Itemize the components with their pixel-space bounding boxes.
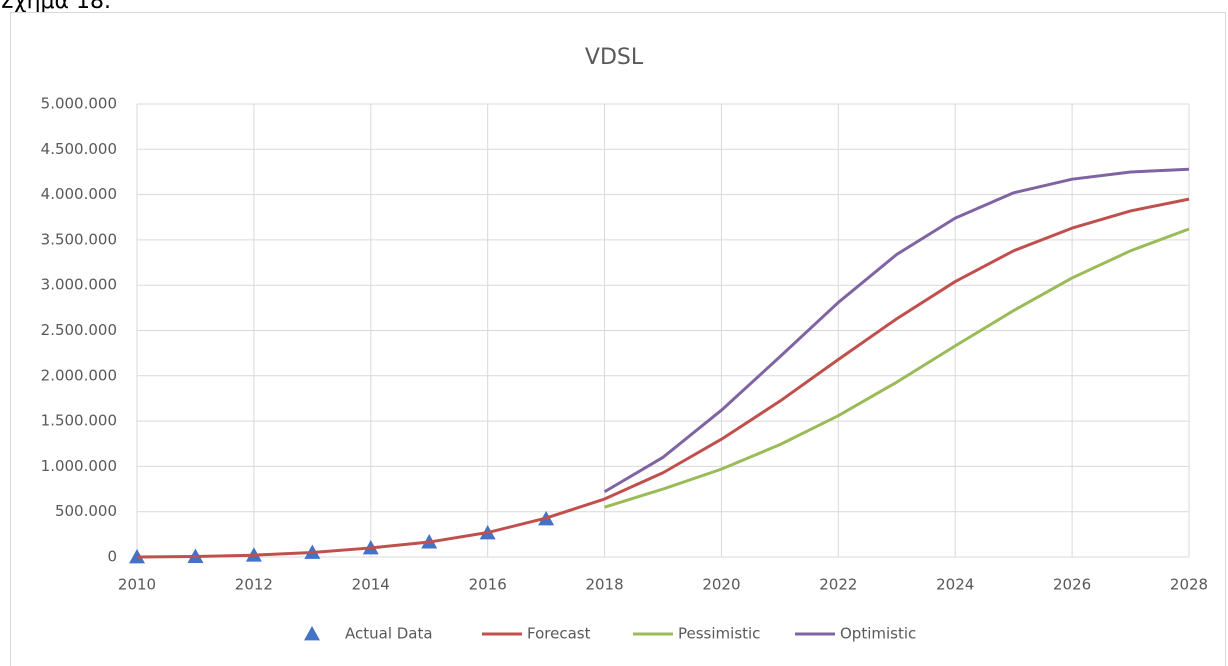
x-tick-label: 2010 xyxy=(118,576,156,594)
legend-label: Optimistic xyxy=(840,625,916,643)
x-tick-label: 2016 xyxy=(469,576,507,594)
y-tick-label: 1.000.000 xyxy=(41,457,117,475)
y-tick-label: 0 xyxy=(107,548,117,566)
series-line xyxy=(604,227,1190,509)
y-tick-label: 1.500.000 xyxy=(41,412,117,430)
x-tick-label: 2022 xyxy=(819,576,857,594)
x-tick-label: 2020 xyxy=(702,576,740,594)
x-tick-label: 2014 xyxy=(352,576,390,594)
y-tick-label: 5.000.000 xyxy=(41,95,117,113)
y-tick-label: 3.500.000 xyxy=(41,230,117,248)
x-tick-label: 2018 xyxy=(585,576,623,594)
x-tick-label: 2028 xyxy=(1170,576,1208,594)
legend-label: Forecast xyxy=(527,625,591,643)
caption: Σχήμα 18. xyxy=(0,0,111,14)
x-tick-label: 2012 xyxy=(235,576,273,594)
y-tick-label: 4.000.000 xyxy=(41,185,117,203)
chart-title: VDSL xyxy=(585,45,644,70)
series-line xyxy=(603,167,1190,494)
x-tick-label: 2024 xyxy=(936,576,974,594)
x-tick-label: 2026 xyxy=(1053,576,1091,594)
y-tick-label: 4.500.000 xyxy=(41,140,117,158)
y-tick-label: 500.000 xyxy=(55,502,117,520)
y-tick-label: 2.500.000 xyxy=(41,321,117,339)
legend-label: Pessimistic xyxy=(678,625,760,643)
legend-label: Actual Data xyxy=(345,625,433,643)
legend-marker xyxy=(304,626,320,641)
y-tick-label: 2.000.000 xyxy=(41,366,117,384)
series-line xyxy=(136,197,1190,559)
y-tick-label: 3.000.000 xyxy=(41,276,117,294)
chart-frame xyxy=(10,12,1226,666)
